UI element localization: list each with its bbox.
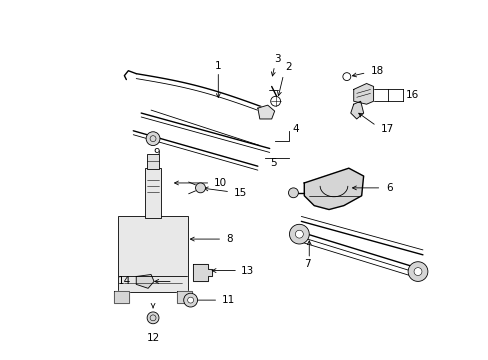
Circle shape bbox=[183, 293, 197, 307]
Polygon shape bbox=[136, 275, 154, 288]
Text: 3: 3 bbox=[273, 54, 280, 64]
Polygon shape bbox=[114, 291, 129, 303]
Text: 7: 7 bbox=[304, 259, 310, 269]
Text: 13: 13 bbox=[241, 266, 254, 276]
Text: 2: 2 bbox=[285, 62, 291, 72]
Text: 8: 8 bbox=[226, 234, 232, 244]
Circle shape bbox=[295, 230, 303, 238]
Circle shape bbox=[187, 297, 193, 303]
Polygon shape bbox=[353, 84, 373, 104]
Text: 1: 1 bbox=[215, 61, 221, 71]
Circle shape bbox=[289, 224, 308, 244]
Polygon shape bbox=[177, 291, 191, 303]
Text: 10: 10 bbox=[213, 178, 226, 188]
Circle shape bbox=[413, 267, 421, 275]
FancyBboxPatch shape bbox=[118, 216, 187, 292]
Polygon shape bbox=[350, 101, 363, 119]
Text: 16: 16 bbox=[406, 90, 419, 100]
Text: 11: 11 bbox=[222, 295, 235, 305]
Text: 17: 17 bbox=[380, 124, 393, 134]
Circle shape bbox=[407, 262, 427, 282]
Text: 15: 15 bbox=[234, 188, 247, 198]
FancyBboxPatch shape bbox=[146, 154, 159, 169]
Circle shape bbox=[195, 183, 205, 193]
Polygon shape bbox=[192, 264, 212, 282]
FancyBboxPatch shape bbox=[144, 168, 161, 218]
Text: 4: 4 bbox=[292, 124, 299, 134]
Text: 18: 18 bbox=[370, 66, 383, 76]
Text: 5: 5 bbox=[269, 158, 276, 168]
Circle shape bbox=[146, 132, 160, 145]
Text: 14: 14 bbox=[118, 276, 131, 287]
Polygon shape bbox=[304, 168, 363, 210]
Text: 9: 9 bbox=[153, 148, 160, 158]
Text: 6: 6 bbox=[386, 183, 392, 193]
Circle shape bbox=[288, 188, 298, 198]
Polygon shape bbox=[257, 105, 274, 119]
Text: 12: 12 bbox=[146, 333, 160, 342]
Circle shape bbox=[147, 312, 159, 324]
